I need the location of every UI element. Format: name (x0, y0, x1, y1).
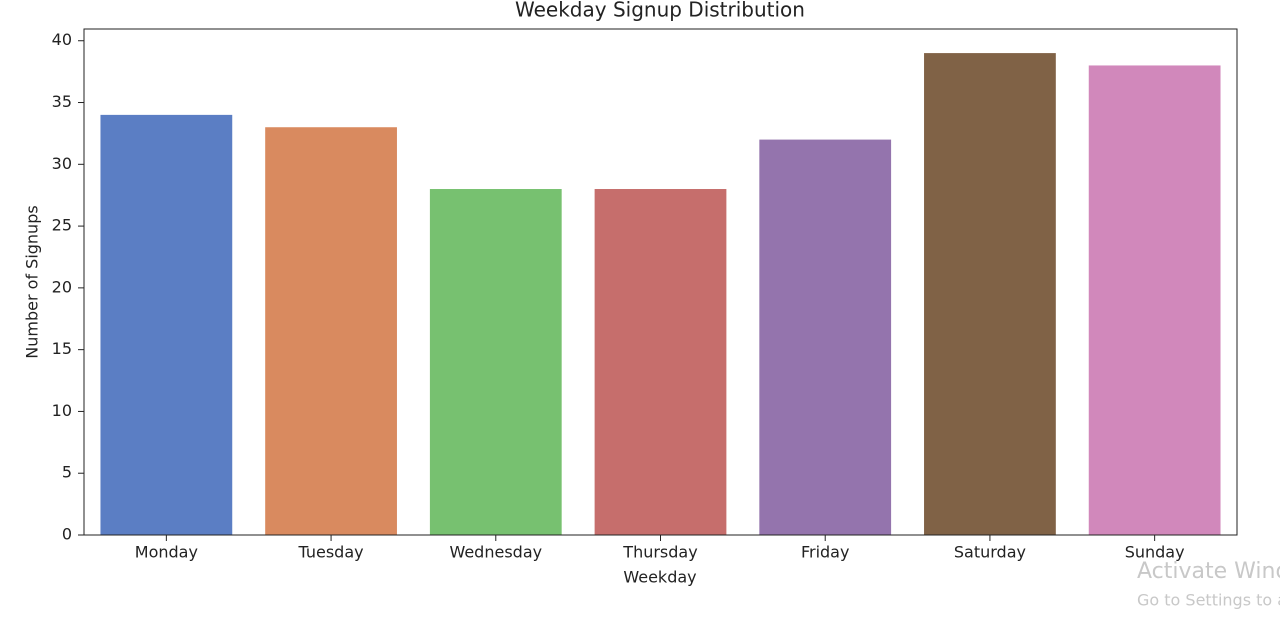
watermark-title: Activate Windows (1137, 559, 1280, 584)
x-tick-label: Friday (801, 543, 850, 562)
bar (594, 189, 727, 535)
watermark-subtitle: Go to Settings to activate Windows. (1137, 591, 1280, 610)
y-tick-label: 15 (52, 339, 72, 358)
y-tick-label: 30 (52, 154, 72, 173)
x-tick-label: Tuesday (298, 543, 364, 562)
bar (1088, 65, 1221, 535)
bar (924, 53, 1056, 535)
bar (265, 127, 397, 535)
y-tick-label: 35 (52, 92, 72, 111)
plot-frame (83, 28, 1238, 536)
x-tick-label: Sunday (1125, 543, 1185, 562)
y-tick-label: 25 (52, 216, 72, 235)
y-tick-label: 20 (52, 277, 72, 296)
x-axis-label: Weekday (623, 568, 696, 587)
x-tick-label: Monday (135, 543, 198, 562)
y-tick-label: 40 (52, 30, 72, 49)
y-axis-label: Number of Signups (23, 205, 42, 358)
x-tick-label: Thursday (622, 543, 697, 562)
bar (100, 114, 233, 535)
bar (429, 189, 562, 535)
chart-title: Weekday Signup Distribution (515, 0, 805, 22)
y-tick-label: 0 (62, 525, 72, 544)
bar (759, 139, 892, 536)
y-tick-label: 10 (52, 401, 72, 420)
x-tick-label: Saturday (954, 543, 1026, 562)
y-tick-label: 5 (62, 463, 72, 482)
x-tick-label: Wednesday (449, 543, 542, 562)
